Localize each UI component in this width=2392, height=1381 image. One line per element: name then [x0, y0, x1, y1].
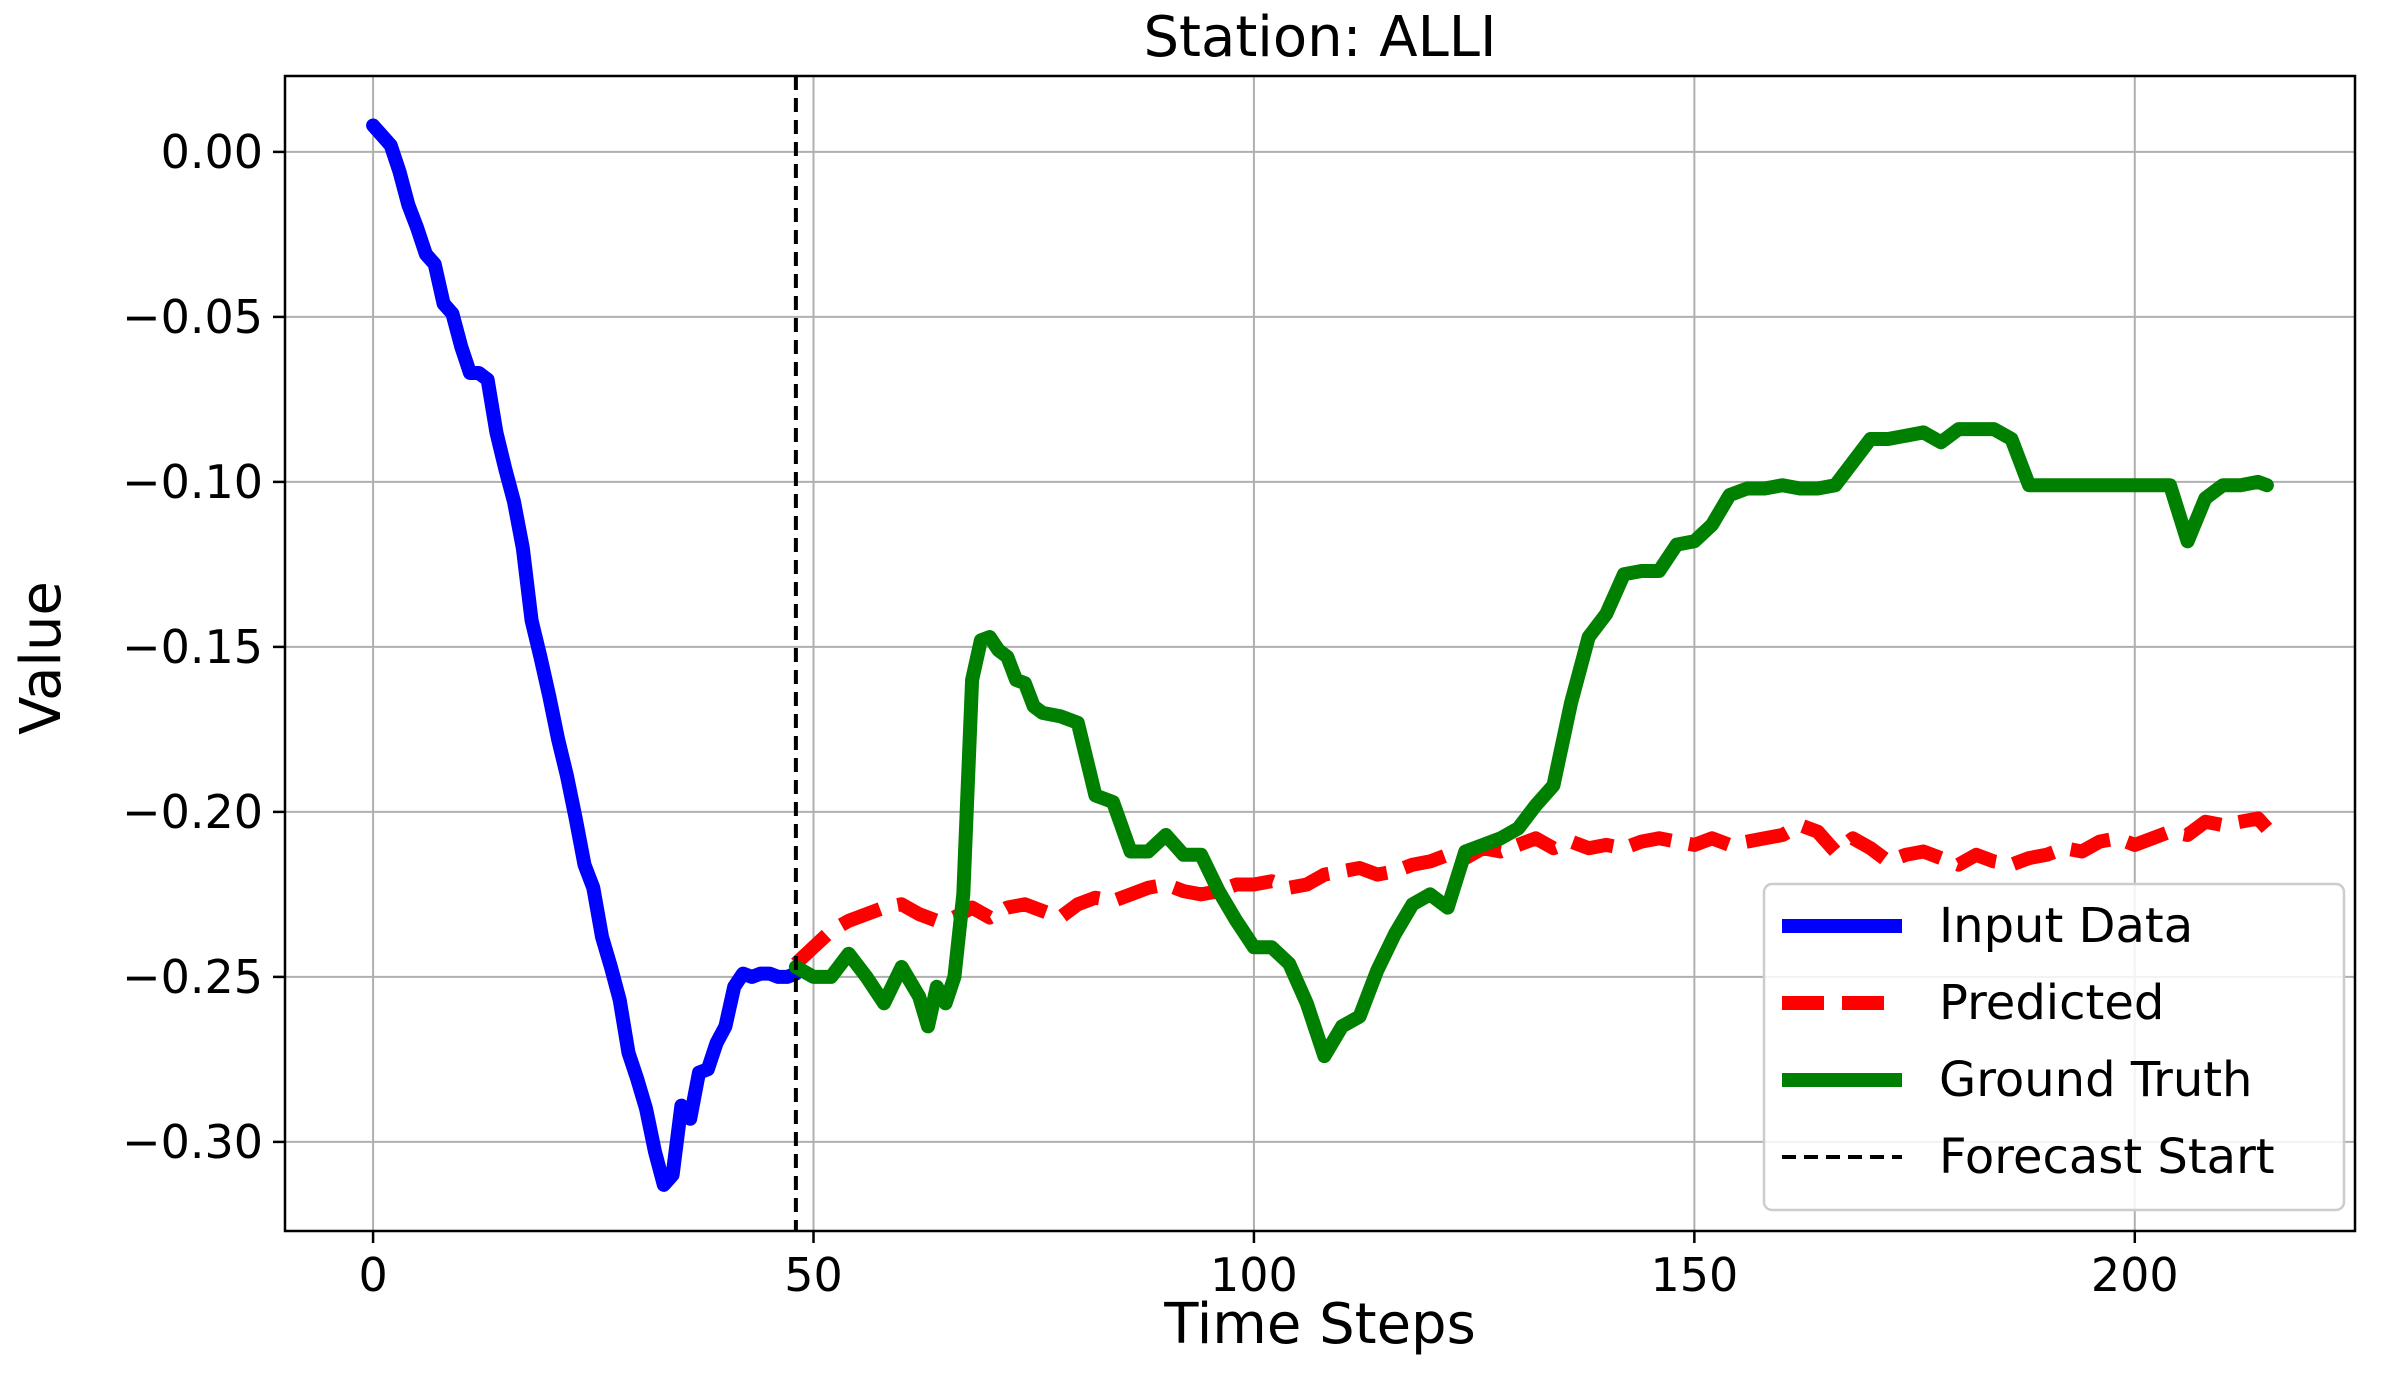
series-group	[366, 76, 2274, 1231]
series-line-predicted	[791, 811, 2273, 969]
y-tick-label: −0.10	[122, 455, 263, 509]
y-tick-label: 0.00	[161, 125, 263, 179]
grid	[285, 76, 2355, 1231]
chart-title: Station: ALLI	[1144, 5, 1497, 70]
series-line-ground-truth	[788, 422, 2274, 1064]
legend-label-input-data: Input Data	[1939, 898, 2193, 954]
x-tick-label: 200	[2091, 1248, 2179, 1302]
x-axis-label: Time Steps	[1163, 1292, 1476, 1357]
x-tick-label: 0	[358, 1248, 387, 1302]
y-tick-label: −0.15	[122, 620, 263, 674]
x-tick-label: 150	[1650, 1248, 1738, 1302]
legend: Input Data Predicted Ground Truth Forecast …	[1762, 882, 2346, 1212]
legend-label-predicted: Predicted	[1939, 975, 2164, 1031]
x-tick-label: 100	[1210, 1248, 1298, 1302]
y-tick-label: −0.20	[122, 785, 263, 839]
y-tick-label: −0.30	[122, 1115, 263, 1169]
legend-label-forecast-start: Forecast Start	[1939, 1129, 2275, 1185]
legend-box	[1762, 882, 2346, 1212]
series-line-input-data	[366, 118, 803, 1192]
axes: 0 50 100 150 200 0.00 −0.05 −0.10 −0.15 −0.20 −0.2…	[122, 74, 2357, 1302]
y-tick-label: −0.25	[122, 950, 263, 1004]
plot-frame	[283, 74, 2357, 1233]
x-tick-label: 50	[784, 1248, 843, 1302]
y-tick-label: −0.05	[122, 290, 263, 344]
y-axis-label: Value	[9, 581, 74, 735]
legend-label-ground-truth: Ground Truth	[1939, 1052, 2252, 1108]
